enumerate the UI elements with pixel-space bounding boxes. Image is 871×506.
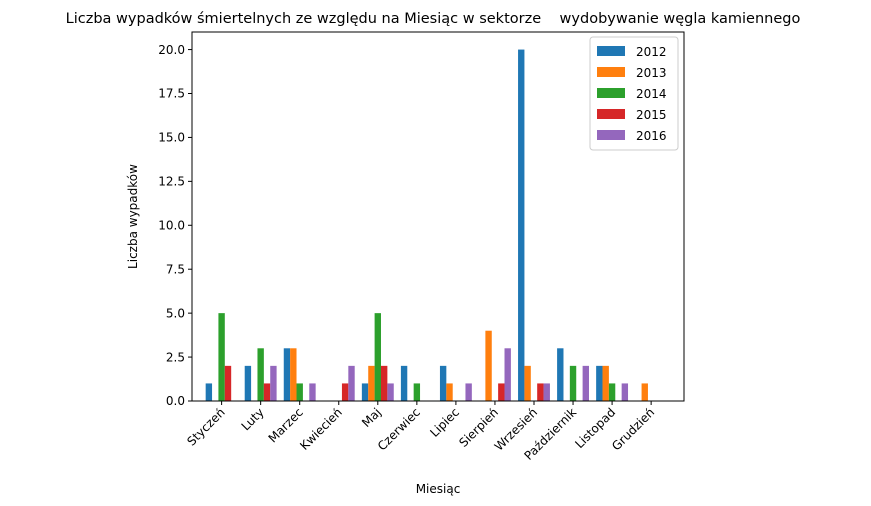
bar	[341, 383, 349, 401]
legend-label: 2013	[636, 66, 667, 80]
axes-frame	[191, 31, 685, 402]
bar	[596, 365, 603, 401]
y-tick-label: 2.5	[166, 350, 185, 364]
legend-swatch	[597, 46, 625, 56]
bar	[400, 365, 408, 401]
bar	[387, 383, 394, 401]
y-tick-label: 7.5	[166, 262, 185, 276]
x-tick-label: Lipiec	[427, 405, 462, 440]
legend-label: 2012	[636, 45, 667, 59]
bar	[569, 365, 577, 401]
bar	[224, 365, 232, 401]
legend-box	[589, 36, 679, 151]
bar	[524, 365, 531, 401]
y-tick-label: 0.0	[166, 394, 185, 408]
y-tick-label: 15.0	[158, 131, 185, 145]
bar	[205, 383, 213, 401]
bar	[537, 383, 544, 401]
y-tick-label: 17.5	[158, 87, 185, 101]
y-axis: 0.0 2.5 5.0 7.5 10.0 12.5 15.0 17.5 20.0	[158, 43, 192, 408]
bar	[218, 313, 225, 401]
bar	[413, 383, 421, 401]
bar	[465, 383, 472, 401]
bar	[543, 383, 550, 401]
legend-swatch	[597, 88, 625, 98]
x-tick-label: Czerwiec	[375, 405, 423, 453]
bar	[485, 330, 492, 401]
bar	[361, 383, 369, 401]
bar	[602, 365, 609, 401]
y-tick-label: 10.0	[158, 218, 185, 232]
bar	[283, 348, 291, 401]
bar	[582, 365, 589, 401]
y-tick-label: 12.5	[158, 175, 185, 189]
y-axis-title: Liczba wypadków	[126, 164, 140, 269]
bar	[296, 383, 303, 401]
x-tick-label: Kwiecień	[297, 405, 345, 453]
bar	[621, 383, 629, 401]
x-tick-label: Styczeń	[184, 405, 227, 448]
y-tick-label: 5.0	[166, 306, 185, 320]
bar	[498, 383, 505, 401]
y-tick-label: 20.0	[158, 43, 185, 57]
bar	[257, 348, 264, 401]
x-tick-label: Luty	[239, 405, 267, 433]
legend-label: 2015	[636, 108, 667, 122]
bar	[374, 313, 381, 401]
bar	[641, 383, 648, 401]
bar	[348, 365, 355, 401]
legend-label: 2016	[636, 129, 667, 143]
plot-area	[205, 49, 648, 401]
bar	[244, 365, 252, 401]
legend: 2012 2013 2014 2015 2016	[589, 36, 679, 151]
bar	[439, 365, 447, 401]
bar	[263, 383, 271, 401]
bar	[309, 383, 316, 401]
bar	[290, 348, 297, 401]
bar	[557, 348, 564, 401]
legend-swatch	[597, 67, 625, 77]
x-axis-title: Miesiąc	[416, 482, 461, 496]
bar	[446, 383, 453, 401]
x-tick-label: Grudzień	[609, 405, 657, 453]
x-tick-label: Maj	[359, 405, 384, 430]
bar	[368, 365, 375, 401]
bar	[518, 49, 525, 401]
bar	[380, 365, 388, 401]
bar	[270, 365, 277, 401]
legend-swatch	[597, 109, 625, 119]
bar	[608, 383, 616, 401]
legend-label: 2014	[636, 87, 667, 101]
bar	[504, 348, 511, 401]
legend-swatch	[597, 130, 625, 140]
chart-title: Liczba wypadków śmiertelnych ze względu …	[66, 11, 801, 27]
